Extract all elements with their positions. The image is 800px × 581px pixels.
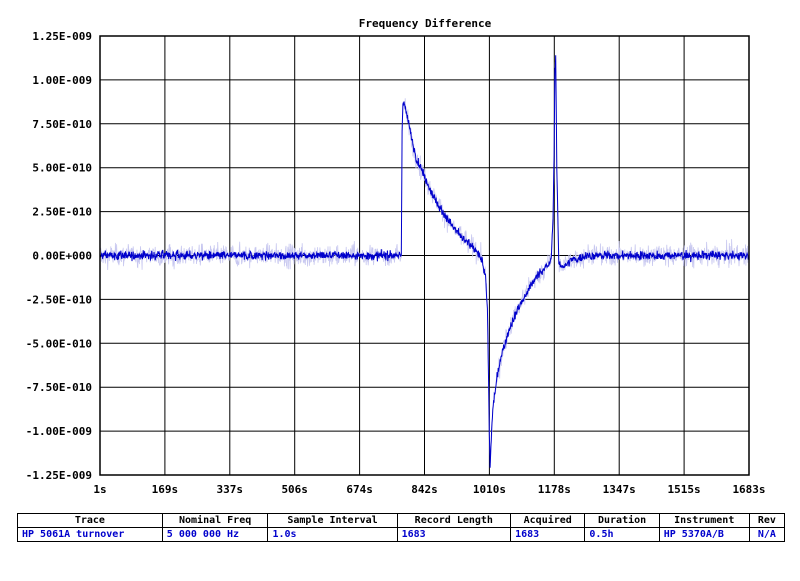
value-record-length: 1683 xyxy=(396,527,512,542)
trace-line-layer xyxy=(99,55,750,468)
trace-line xyxy=(99,55,750,468)
value-instrument: HP 5370A/B xyxy=(658,527,750,542)
x-tick-label: 1347s xyxy=(603,483,636,496)
y-tick-label: -2.50E-010 xyxy=(26,293,92,306)
header-duration: Duration xyxy=(584,513,660,528)
value-sample-interval: 1.0s xyxy=(267,527,398,542)
info-table-header-row: Trace Nominal Freq Sample Interval Recor… xyxy=(17,513,786,528)
y-tick-labels: 1.25E-009 1.00E-009 7.50E-010 5.00E-010 2.50… xyxy=(26,30,92,482)
x-tick-label: 1178s xyxy=(538,483,571,496)
x-tick-label: 1515s xyxy=(668,483,701,496)
frequency-difference-chart: Frequency Difference 1.25E-009 1.00E-009 7… xyxy=(26,17,766,496)
x-tick-label: 842s xyxy=(411,483,438,496)
y-tick-label: -5.00E-010 xyxy=(26,337,92,350)
y-tick-label: -7.50E-010 xyxy=(26,381,92,394)
header-nominal-freq: Nominal Freq xyxy=(161,513,269,528)
chart-title: Frequency Difference xyxy=(359,17,492,30)
x-tick-label: 337s xyxy=(217,483,244,496)
value-rev: N/A xyxy=(748,527,786,542)
y-tick-label: 7.50E-010 xyxy=(32,118,92,131)
plot-frame xyxy=(99,35,750,476)
info-table-value-row: HP 5061A turnover 5 000 000 Hz 1.0s 1683… xyxy=(17,527,786,542)
x-tick-label: 1s xyxy=(93,483,106,496)
x-tick-label: 1010s xyxy=(473,483,506,496)
x-tick-label: 1683s xyxy=(732,483,765,496)
y-tick-label: 2.50E-010 xyxy=(32,206,92,219)
y-tick-label: 5.00E-010 xyxy=(32,162,92,175)
chart-area: Frequency Difference 1.25E-009 1.00E-009 7… xyxy=(26,17,766,496)
info-table: Trace Nominal Freq Sample Interval Recor… xyxy=(17,513,786,542)
y-tick-label: 0.00E+000 xyxy=(32,250,92,263)
y-tick-label: -1.25E-009 xyxy=(26,469,92,482)
y-tick-label: 1.00E-009 xyxy=(32,74,92,87)
x-tick-label: 506s xyxy=(281,483,308,496)
header-trace: Trace xyxy=(17,513,163,528)
x-tick-label: 674s xyxy=(346,483,373,496)
value-duration: 0.5h xyxy=(584,527,660,542)
header-record-length: Record Length xyxy=(396,513,512,528)
value-trace: HP 5061A turnover xyxy=(17,527,163,542)
x-tick-labels: 1s 169s 337s 506s 674s 842s 1010s 1178s 1347s 151… xyxy=(93,483,765,496)
header-rev: Rev xyxy=(748,513,786,528)
y-tick-label: -1.00E-009 xyxy=(26,425,92,438)
header-acquired: Acquired xyxy=(510,513,586,528)
value-acquired: 1683 xyxy=(510,527,586,542)
value-nominal-freq: 5 000 000 Hz xyxy=(161,527,269,542)
x-tick-label: 169s xyxy=(152,483,179,496)
header-sample-interval: Sample Interval xyxy=(267,513,398,528)
header-instrument: Instrument xyxy=(658,513,750,528)
y-tick-label: 1.25E-009 xyxy=(32,30,92,43)
